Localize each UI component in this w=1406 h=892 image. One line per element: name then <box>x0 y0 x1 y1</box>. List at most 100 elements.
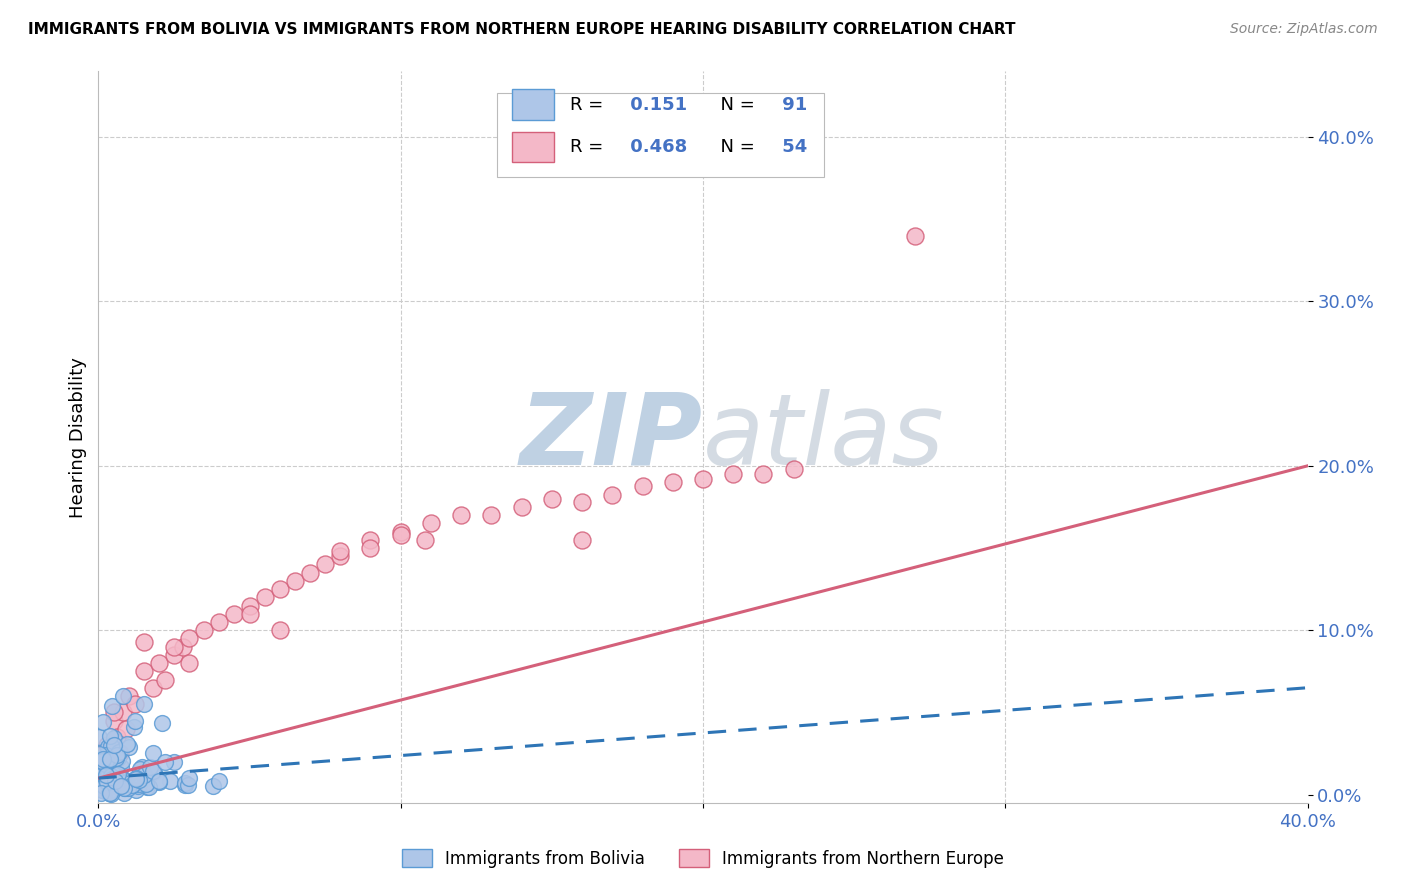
Point <box>413 533 436 547</box>
Point <box>174 778 197 792</box>
Point <box>783 462 806 476</box>
Point <box>107 751 129 765</box>
Point <box>124 720 146 734</box>
Point <box>112 786 135 800</box>
Point <box>125 772 148 786</box>
Point <box>96 739 118 753</box>
Point <box>179 656 201 670</box>
Point <box>904 228 927 243</box>
Point <box>159 773 181 788</box>
Point <box>163 648 186 662</box>
Point <box>723 467 745 481</box>
Point <box>174 776 197 790</box>
Point <box>94 757 117 772</box>
Point <box>103 779 125 793</box>
Point <box>93 755 115 769</box>
Point <box>100 739 122 753</box>
Point <box>284 574 307 588</box>
Point <box>132 634 155 648</box>
Point <box>105 751 128 765</box>
Point <box>110 780 132 794</box>
Point <box>114 722 136 736</box>
Point <box>100 699 122 714</box>
Point <box>96 776 118 790</box>
Point <box>360 533 382 547</box>
Point <box>131 760 153 774</box>
Point <box>103 739 125 753</box>
Point <box>752 467 775 481</box>
Point <box>329 544 352 558</box>
Point <box>124 697 146 711</box>
Point <box>90 786 112 800</box>
Point <box>148 774 170 789</box>
Point <box>208 774 231 789</box>
Point <box>139 760 162 774</box>
Point <box>87 766 110 780</box>
Point <box>110 760 132 774</box>
Point <box>299 566 322 580</box>
Point <box>117 737 139 751</box>
Point <box>143 765 166 780</box>
Point <box>208 615 231 629</box>
Point <box>93 779 115 793</box>
Point <box>103 706 125 720</box>
Point <box>314 558 336 572</box>
Point <box>96 768 118 782</box>
Point <box>91 754 114 768</box>
Point <box>132 768 155 782</box>
Point <box>124 714 146 728</box>
Point <box>450 508 472 523</box>
Point <box>571 495 593 509</box>
Point <box>163 755 186 769</box>
Y-axis label: Hearing Disability: Hearing Disability <box>69 357 87 517</box>
Point <box>121 778 143 792</box>
Point <box>94 784 117 798</box>
Point <box>360 541 382 555</box>
Text: Source: ZipAtlas.com: Source: ZipAtlas.com <box>1230 22 1378 37</box>
Point <box>540 491 562 506</box>
Point <box>98 786 121 800</box>
Point <box>108 745 131 759</box>
Point <box>89 747 111 762</box>
Point <box>135 777 157 791</box>
Point <box>128 777 150 791</box>
Point <box>141 764 163 779</box>
Text: 0.468: 0.468 <box>624 138 688 156</box>
Point <box>125 772 148 787</box>
Point <box>122 773 145 788</box>
Point <box>153 673 176 687</box>
Point <box>239 607 262 621</box>
Point <box>138 780 160 794</box>
Point <box>179 632 201 646</box>
Legend: Immigrants from Bolivia, Immigrants from Northern Europe: Immigrants from Bolivia, Immigrants from… <box>402 849 1004 868</box>
Text: N =: N = <box>709 95 761 114</box>
Point <box>269 582 291 596</box>
Point <box>125 783 148 797</box>
Point <box>329 549 352 564</box>
Point <box>114 773 136 788</box>
Text: N =: N = <box>709 138 761 156</box>
Point <box>100 769 122 783</box>
Point <box>389 524 412 539</box>
Point <box>602 488 624 502</box>
FancyBboxPatch shape <box>512 89 554 120</box>
Point <box>389 528 412 542</box>
Point <box>148 656 170 670</box>
Point <box>111 706 134 720</box>
Point <box>105 730 128 744</box>
Point <box>121 778 143 792</box>
Point <box>202 780 225 794</box>
Text: R =: R = <box>569 138 609 156</box>
Point <box>97 765 120 780</box>
Text: ZIP: ZIP <box>520 389 703 485</box>
Point <box>153 755 176 769</box>
Point <box>150 716 173 731</box>
Point <box>253 591 276 605</box>
Point <box>420 516 443 531</box>
Point <box>172 640 194 654</box>
Point <box>128 763 150 777</box>
Point <box>135 780 157 795</box>
Point <box>100 763 122 777</box>
Point <box>118 689 141 703</box>
Point <box>107 773 129 788</box>
